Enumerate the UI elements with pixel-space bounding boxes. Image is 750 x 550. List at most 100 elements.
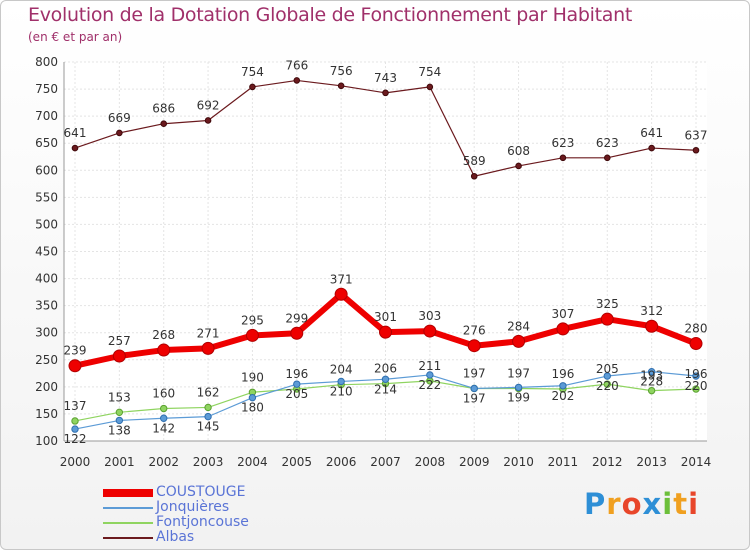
data-point-jonquieres: [160, 414, 168, 422]
data-label-albas: 692: [197, 98, 220, 112]
data-point-fontjoncouse: [71, 417, 79, 425]
data-label-jonquieres: 197: [463, 391, 486, 405]
logo-letter: o: [621, 487, 643, 521]
x-tick-label: 2001: [104, 455, 135, 469]
data-label-fontjoncouse: 211: [418, 359, 441, 373]
legend-swatch: [103, 488, 153, 497]
data-label-fontjoncouse: 137: [64, 399, 87, 413]
legend-swatch: [103, 506, 153, 509]
x-tick-label: 2004: [237, 455, 268, 469]
data-label-fontjoncouse: 196: [685, 367, 708, 381]
data-label-jonquieres: 199: [507, 390, 530, 404]
x-tick-label: 2003: [193, 455, 224, 469]
logo-letter: i: [688, 487, 700, 521]
x-tick-label: 2013: [636, 455, 667, 469]
data-point-fontjoncouse: [115, 408, 124, 417]
data-label-albas: 754: [241, 65, 264, 79]
data-label-fontjoncouse: 190: [241, 370, 264, 384]
data-point-coustouge: [290, 326, 304, 340]
logo-letter: x: [642, 487, 663, 521]
data-label-coustouge: 239: [64, 344, 87, 358]
data-label-albas: 669: [108, 111, 131, 125]
legend-swatch: [103, 536, 153, 539]
y-tick-label: 300: [35, 326, 58, 340]
data-point-coustouge: [157, 343, 171, 357]
data-label-albas: 743: [374, 71, 397, 85]
data-label-fontjoncouse: 206: [374, 362, 397, 376]
data-label-jonquieres: 220: [685, 379, 708, 393]
data-point-jonquieres: [381, 375, 390, 383]
data-label-jonquieres: 228: [640, 375, 663, 389]
x-tick-label: 2008: [415, 455, 446, 469]
data-label-albas: 641: [640, 126, 663, 140]
data-point-jonquieres: [470, 384, 478, 393]
y-tick-label: 100: [35, 434, 58, 448]
data-point-jonquieres: [337, 377, 345, 386]
data-point-coustouge: [689, 337, 703, 351]
x-tick-label: 2010: [503, 455, 534, 469]
data-point-albas: [293, 77, 301, 84]
data-point-jonquieres: [71, 425, 79, 433]
data-point-albas: [160, 120, 168, 128]
data-label-albas: 589: [463, 154, 486, 168]
logo-letter: P: [584, 487, 607, 521]
y-tick-label: 400: [35, 272, 58, 286]
data-label-albas: 754: [418, 65, 441, 79]
data-point-jonquieres: [426, 371, 434, 379]
x-tick-label: 2007: [370, 455, 401, 469]
data-point-coustouge: [201, 341, 215, 355]
data-point-jonquieres: [248, 393, 257, 402]
data-label-albas: 623: [551, 136, 574, 150]
logo-letter: t: [673, 487, 689, 521]
data-label-albas: 623: [596, 136, 619, 150]
y-tick-label: 800: [35, 55, 58, 69]
data-point-coustouge: [423, 324, 437, 338]
data-point-jonquieres: [204, 412, 212, 421]
logo-letter: r: [606, 487, 622, 521]
data-label-jonquieres: 138: [108, 423, 131, 437]
y-tick-label: 750: [35, 82, 58, 96]
data-label-coustouge: 299: [285, 311, 308, 325]
x-tick-label: 2011: [548, 455, 579, 469]
data-point-albas: [559, 154, 567, 162]
data-point-jonquieres: [692, 372, 700, 380]
data-label-coustouge: 325: [596, 297, 619, 311]
data-point-coustouge: [245, 328, 259, 342]
chart-title: Evolution de la Dotation Globale de Fonc…: [28, 4, 633, 26]
x-tick-label: 2009: [459, 455, 490, 469]
y-tick-label: 250: [35, 353, 58, 367]
data-label-jonquieres: 142: [152, 421, 175, 435]
data-point-jonquieres: [293, 380, 301, 388]
data-point-jonquieres: [115, 416, 124, 425]
x-tick-label: 2005: [282, 455, 313, 469]
y-tick-label: 150: [35, 407, 58, 421]
data-point-jonquieres: [647, 367, 656, 376]
data-label-fontjoncouse: 196: [551, 367, 574, 381]
data-label-fontjoncouse: 196: [285, 367, 308, 381]
data-label-albas: 637: [685, 128, 708, 142]
data-point-coustouge: [334, 287, 348, 301]
data-label-fontjoncouse: 205: [596, 362, 619, 376]
data-label-albas: 608: [507, 144, 530, 158]
y-tick-label: 200: [35, 380, 58, 394]
chart-legend: COUSTOUGE Jonquières Fontjoncouse Albas: [103, 485, 249, 545]
data-label-fontjoncouse: 197: [507, 366, 530, 380]
data-label-coustouge: 284: [507, 319, 530, 333]
data-label-albas: 641: [64, 126, 87, 140]
x-tick-label: 2006: [326, 455, 357, 469]
y-tick-label: 700: [35, 109, 58, 123]
data-label-jonquieres: 210: [330, 384, 353, 398]
data-point-coustouge: [379, 325, 392, 339]
data-point-albas: [116, 129, 123, 137]
legend-label: Jonquières: [156, 499, 230, 515]
data-label-coustouge: 301: [374, 310, 397, 324]
y-tick-label: 650: [35, 136, 58, 150]
y-tick-label: 600: [35, 163, 58, 177]
x-tick-label: 2014: [681, 455, 712, 469]
data-label-coustouge: 371: [330, 272, 353, 286]
data-label-fontjoncouse: 197: [463, 366, 486, 380]
x-tick-label: 2000: [60, 455, 91, 469]
legend-label: COUSTOUGE: [156, 484, 246, 500]
